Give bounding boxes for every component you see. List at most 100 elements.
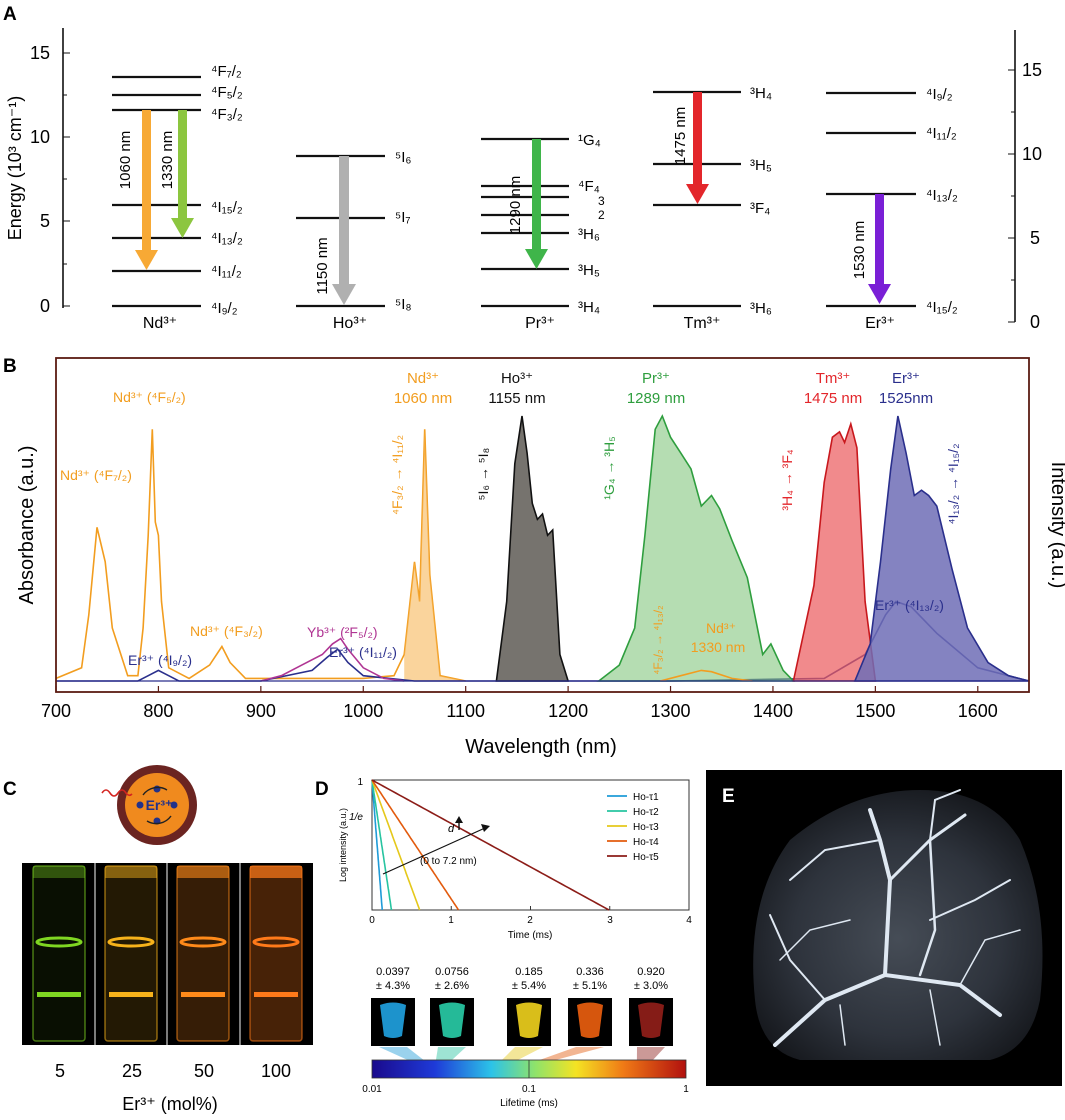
- y-tick-right: 15: [1022, 60, 1042, 80]
- annotation: Nd³⁺ (⁴F₃/₂): [190, 623, 263, 639]
- panel-e: E: [706, 770, 1062, 1086]
- peak-ion: Nd³⁺: [706, 620, 736, 636]
- log-intensity-label: Log intensity (a.u.): [338, 808, 348, 882]
- x-tick: 1600: [958, 701, 998, 721]
- time-axis-label: Time (ms): [508, 930, 553, 941]
- panel-d-letter: D: [315, 779, 329, 800]
- pr-level-diagram: ¹G₄ ⁴F₄ 3 2 ³H₆ ³H₅ ³H₄ 1290 nm Pr³⁺: [481, 132, 605, 332]
- concentration-axis-label: Er³⁺ (mol%): [122, 1094, 218, 1114]
- er-1530-arrow: [875, 194, 884, 286]
- spectra-frame: [55, 357, 1030, 693]
- lifetime-error: ± 5.4%: [512, 980, 546, 992]
- decay-axes: 1 1/e 0 1 2 3 4 Time (ms) Log intensity …: [338, 777, 692, 941]
- level-label: ³H₄: [578, 299, 600, 316]
- nd-level-diagram: ⁴F₇/₂ ⁴F₅/₂ ⁴F₃/₂ ⁴I₁₅/₂ ⁴I₁₃/₂ ⁴I₁₁/₂ ⁴…: [112, 63, 243, 332]
- lifetime-error: ± 4.3%: [376, 980, 410, 992]
- annotation: ¹G₄ → ³H₅: [601, 436, 617, 499]
- lifetime-value: 0.0756: [435, 966, 469, 978]
- transition-label: 1060 nm: [117, 131, 134, 189]
- level-label: ³H₆: [578, 226, 600, 243]
- x-tick: 1400: [753, 701, 793, 721]
- concentration-label: 25: [122, 1061, 142, 1081]
- tm-1475-arrow: [693, 92, 702, 186]
- lifetime-tile: 0.0756 ± 2.6%: [430, 966, 474, 1060]
- peak-ion: Ho³⁺: [501, 370, 533, 387]
- lifetime-value: 0.920: [637, 966, 665, 978]
- peak-wavelength: 1289 nm: [627, 390, 685, 407]
- level-label: ⁴I₁₃/₂: [211, 230, 243, 247]
- spectrum-area: [792, 421, 877, 682]
- spectrum-area: [404, 429, 466, 681]
- level-label: ⁴F₇/₂: [211, 63, 242, 80]
- lifetime-error: ± 2.6%: [435, 980, 469, 992]
- x-tick: 1200: [548, 701, 588, 721]
- panel-a-letter: A: [3, 4, 17, 25]
- left-axis-ticks: 0 5 10 15: [30, 43, 70, 316]
- level-label: ³F₄: [750, 200, 770, 217]
- lifetime-tile: 0.0397 ± 4.3%: [371, 966, 424, 1060]
- colorbar-label: Lifetime (ms): [500, 1098, 558, 1109]
- x-tick: 3: [607, 915, 613, 926]
- transition-label: 1290 nm: [507, 176, 524, 234]
- annotation: ⁴I₁₃/₂ → ⁴I₁₅/₂: [945, 443, 961, 524]
- ion-label: Er³⁺: [865, 315, 895, 332]
- excitation-wave-icon: [101, 789, 133, 797]
- peak-labels: Nd³⁺ 1060 nm Ho³⁺ 1155 nm Pr³⁺ 1289 nm T…: [394, 370, 933, 655]
- colorbar-tick: 1: [683, 1084, 689, 1095]
- concentration-label: 50: [194, 1061, 214, 1081]
- ion-label: Tm³⁺: [684, 315, 721, 332]
- level-label: ⁴F₄: [578, 178, 600, 195]
- x-tick: 1500: [855, 701, 895, 721]
- y-tick: 0: [40, 296, 50, 316]
- y-tick: 5: [40, 211, 50, 231]
- level-label: ⁴I₁₅/₂: [211, 199, 243, 216]
- right-axis-ticks: 0 5 10 15: [1008, 60, 1042, 332]
- annotation: ³H₄ → ³F₄: [779, 449, 795, 510]
- ho-level-diagram: ⁵I₆ ⁵I₇ ⁵I₈ 1150 nm Ho³⁺: [296, 149, 412, 332]
- level-label: ⁵I₇: [395, 209, 411, 226]
- lifetime-tile: 0.185 ± 5.4%: [501, 966, 551, 1060]
- panel-e-letter: E: [722, 786, 735, 807]
- x-tick: 800: [143, 701, 173, 721]
- pr-1290-arrow: [532, 139, 541, 251]
- x-tick: 700: [41, 701, 71, 721]
- legend-label: Ho-τ3: [633, 822, 659, 833]
- transition-label: 1530 nm: [851, 221, 868, 279]
- level-label: ⁵I₆: [395, 149, 411, 166]
- y-tick: 10: [30, 127, 50, 147]
- level-label: ⁴I₁₁/₂: [926, 125, 957, 142]
- spectrum-area: [853, 415, 1030, 682]
- annotation: ⁴F₃/₂ → ⁴I₁₃/₂: [651, 605, 665, 675]
- d-annotation: d: [448, 823, 455, 835]
- lifetime-error: ± 3.0%: [634, 980, 668, 992]
- nd-1330-arrow: [178, 110, 187, 220]
- peak-ion: Pr³⁺: [642, 370, 670, 387]
- x-tick: 4: [686, 915, 692, 926]
- ho-1150-arrow: [339, 156, 349, 286]
- level-label: ³H₄: [750, 85, 772, 102]
- peak-wavelength: 1060 nm: [394, 390, 452, 407]
- lifetime-tile: 0.920 ± 3.0%: [629, 966, 673, 1060]
- colorbar-tick: 0.01: [362, 1084, 382, 1095]
- legend-label: Ho-τ4: [633, 837, 659, 848]
- peak-ion: Nd³⁺: [407, 370, 439, 387]
- level-label: ³H₅: [578, 262, 600, 279]
- level-label: ³H₅: [750, 157, 772, 174]
- x-tick: 900: [246, 701, 276, 721]
- lifetime-value: 0.185: [515, 966, 543, 978]
- y-tick: 1: [357, 777, 363, 788]
- vial: [176, 865, 230, 1042]
- peak-wavelength: 1525nm: [879, 390, 933, 407]
- colorbar-tick: 0.1: [522, 1084, 536, 1095]
- x-tick: 2: [527, 915, 533, 926]
- annotation: Er³⁺ (⁴I₉/₂): [128, 652, 192, 668]
- x-tick: 1100: [446, 701, 485, 721]
- vials: [32, 865, 303, 1042]
- level-label: ⁴I₉/₂: [211, 300, 238, 317]
- lifetime-arrow: d (0 to 7.2 nm): [382, 816, 490, 875]
- legend-label: Ho-τ5: [633, 852, 659, 863]
- wavelength-axis: 700 800 900 1000 1100 1200 1300 1400 1500 1600: [41, 686, 998, 721]
- lifetime-value: 0.336: [576, 966, 604, 978]
- level-label: ⁴I₉/₂: [926, 86, 953, 103]
- level-label: ⁵I₈: [395, 296, 412, 313]
